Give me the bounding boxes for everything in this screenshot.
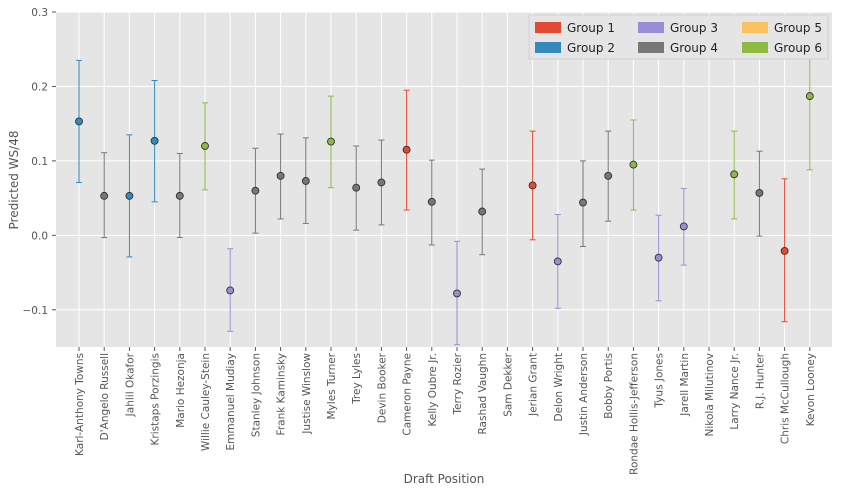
x-tick-label-rondae-hollis-jefferson: Rondae Hollis-Jefferson — [628, 353, 640, 475]
x-tick-label-larry-nance-jr: Larry Nance Jr. — [729, 353, 741, 430]
x-tick-label-rashad-vaughn: Rashad Vaughn — [477, 353, 489, 435]
point-karl-anthony-towns — [75, 117, 83, 126]
point-justise-winslow — [301, 177, 310, 185]
x-tick-label-jarell-martin: Jarell Martin — [679, 353, 691, 417]
legend-box — [528, 14, 829, 60]
point-d-angelo-russell — [100, 191, 109, 200]
legend-label-group-4: Group 4 — [670, 41, 718, 55]
x-tick-label-kevon-looney: Kevon Looney — [805, 353, 817, 426]
point-delon-wright — [553, 257, 562, 266]
legend-label-group-1: Group 1 — [567, 21, 615, 35]
legend-swatch-group-5 — [742, 22, 768, 33]
point-rashad-vaughn — [478, 207, 487, 216]
point-larry-nance-jr — [730, 170, 739, 179]
x-tick-label-tyus-jones: Tyus Jones — [654, 353, 666, 409]
legend-swatch-group-6 — [742, 42, 768, 53]
x-tick-label-kristaps-porzingis: Kristaps Porzingis — [150, 353, 162, 445]
x-tick-label-delon-wright: Delon Wright — [553, 353, 565, 421]
x-tick-label-jahlil-okafor: Jahlil Okafor — [124, 352, 136, 417]
x-tick-label-d-angelo-russell: D'Angelo Russell — [99, 353, 111, 440]
point-emmanuel-mudiay — [226, 286, 235, 295]
point-trey-lyles — [352, 183, 361, 192]
x-tick-label-justise-winslow: Justise Winslow — [301, 353, 313, 435]
point-terry-rozier — [453, 289, 461, 298]
point-markers — [75, 92, 814, 298]
point-jerian-grant — [528, 181, 537, 190]
legend-swatch-group-4 — [638, 42, 664, 53]
x-tick-label-trey-lyles: Trey Lyles — [351, 353, 363, 405]
point-cameron-payne — [402, 145, 411, 154]
x-tick-label-jerian-grant: Jerian Grant — [528, 353, 540, 417]
legend-label-group-5: Group 5 — [774, 21, 822, 35]
plot-background — [56, 12, 832, 347]
y-tick-label: −0.1 — [23, 305, 49, 317]
x-tick-label-sam-dekker: Sam Dekker — [502, 352, 514, 416]
legend-swatch-group-2 — [535, 42, 561, 53]
point-devin-booker — [377, 178, 386, 187]
point-chris-mccullough — [780, 247, 789, 255]
legend-swatch-group-1 — [535, 22, 561, 33]
x-tick-label-mario-hezonja: Mario Hezonja — [175, 353, 187, 428]
legend: Group 1 Group 2 Group 3 Group 4 Group 5 Group… — [528, 14, 829, 60]
x-tick-label-chris-mccullough: Chris McCullough — [780, 353, 792, 444]
legend-label-group-2: Group 2 — [567, 41, 615, 55]
x-tick-label-stanley-johnson: Stanley Johnson — [250, 353, 262, 437]
x-tick-label-nikola-milutinov: Nikola Milutinov — [704, 353, 716, 436]
point-willie-cauley-stein — [201, 142, 209, 150]
point-bobby-portis — [604, 171, 613, 180]
point-kristaps-porzingis — [150, 136, 159, 145]
point-kevon-looney — [805, 92, 814, 101]
y-tick-label: 0.2 — [31, 81, 48, 93]
x-tick-label-willie-cauley-stein: Willie Cauley-Stein — [200, 353, 212, 451]
x-tick-label-bobby-portis: Bobby Portis — [603, 353, 615, 419]
legend-label-group-3: Group 3 — [670, 21, 718, 35]
x-tick-label-frank-kaminsky: Frank Kaminsky — [276, 353, 288, 435]
y-axis-ticks: −0.1 0.0 0.1 0.2 0.3 — [23, 7, 56, 317]
point-jahlil-okafor — [125, 191, 134, 200]
point-justin-anderson — [579, 198, 587, 207]
point-stanley-johnson — [251, 186, 260, 195]
point-r-j-hunter — [755, 188, 764, 197]
x-tick-label-myles-turner: Myles Turner — [326, 352, 338, 419]
x-tick-label-kelly-oubre-jr: Kelly Oubre Jr. — [427, 353, 439, 426]
point-rondae-hollis-jefferson — [629, 160, 638, 169]
x-tick-label-justin-anderson: Justin Anderson — [578, 353, 590, 436]
legend-swatch-group-3 — [638, 22, 664, 33]
y-axis-title: Predicted WS/48 — [7, 131, 21, 230]
y-tick-label: 0.0 — [31, 230, 48, 242]
x-tick-label-r-j-hunter: R.J. Hunter — [754, 352, 766, 409]
y-tick-label: 0.3 — [31, 7, 48, 19]
x-tick-label-devin-booker: Devin Booker — [376, 352, 388, 423]
x-tick-label-terry-rozier: Terry Rozier — [452, 352, 464, 415]
x-tick-label-karl-anthony-towns: Karl-Anthony Towns — [74, 353, 86, 456]
x-axis-title: Draft Position — [404, 472, 485, 486]
point-myles-turner — [327, 137, 335, 146]
point-tyus-jones — [654, 253, 663, 262]
y-tick-label: 0.1 — [31, 156, 48, 168]
x-tick-label-cameron-payne: Cameron Payne — [402, 353, 414, 436]
legend-label-group-6: Group 6 — [774, 41, 822, 55]
x-axis-ticks: Karl-Anthony Towns D'Angelo Russell Jahlil… — [74, 347, 817, 475]
point-jarell-martin — [679, 222, 688, 231]
x-tick-label-emmanuel-mudiay: Emmanuel Mudiay — [225, 353, 237, 451]
point-mario-hezonja — [175, 191, 184, 200]
point-frank-kaminsky — [276, 171, 285, 180]
point-kelly-oubre-jr — [427, 197, 436, 206]
